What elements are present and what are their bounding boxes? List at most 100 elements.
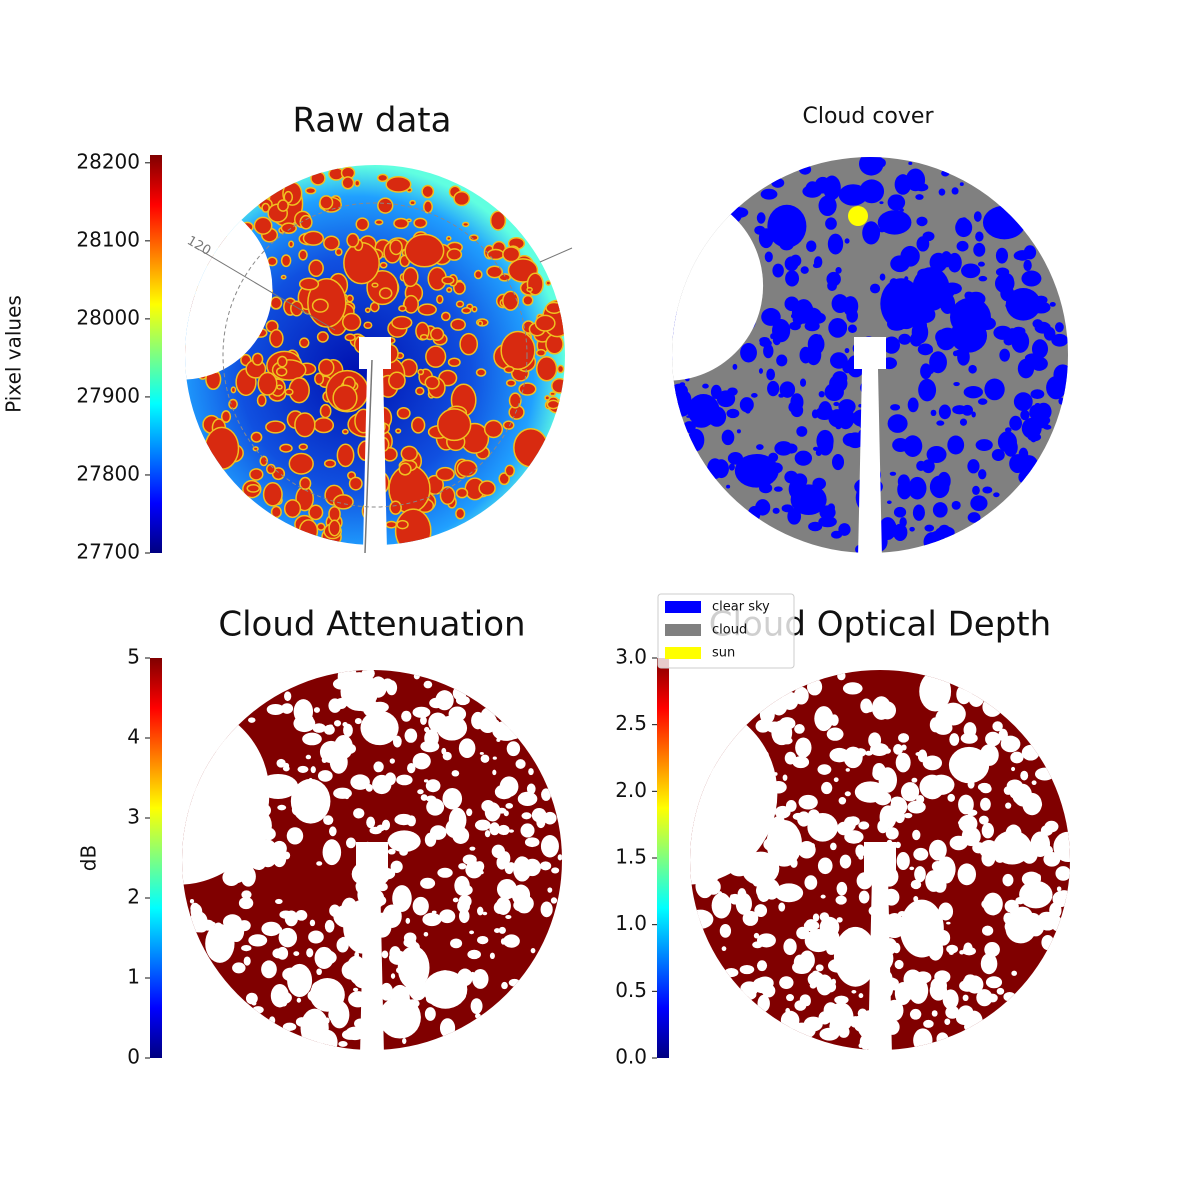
cloud-patch	[817, 434, 834, 456]
cloud-patch	[770, 333, 775, 340]
cloud-patch	[835, 266, 842, 274]
cloud-patch	[798, 794, 818, 810]
cloud-patch	[1025, 465, 1033, 473]
cloud-patch	[1022, 792, 1042, 816]
cloud-patch	[967, 459, 980, 474]
cloud-patch	[957, 863, 977, 886]
cloud-patch	[952, 350, 959, 357]
cloud-patch	[396, 774, 413, 786]
cloud-patch	[766, 231, 772, 236]
cloud-patch	[899, 208, 904, 212]
cloud-patch	[450, 938, 463, 949]
cloud-patch	[753, 932, 760, 939]
cloud-patch	[478, 480, 496, 497]
cloud-patch	[783, 938, 797, 956]
cloud-patch	[976, 989, 993, 1007]
cloud-patch	[288, 240, 295, 248]
cloud-patch	[251, 352, 264, 366]
cloud-patch	[916, 236, 930, 252]
cloud-patch	[929, 351, 947, 374]
cloud-patch	[892, 438, 909, 453]
horizon-mask	[185, 197, 273, 380]
cloud-patch	[446, 286, 453, 293]
cloud-patch	[298, 277, 320, 291]
cloud-patch	[415, 386, 425, 396]
cloud-patch	[707, 406, 727, 427]
cloud-patch	[377, 197, 394, 214]
cloud-patch	[505, 379, 517, 387]
cloud-patch	[995, 214, 1007, 226]
cloud-patch	[319, 403, 332, 419]
cloud-patch	[1011, 970, 1018, 976]
cloud-patch	[721, 429, 735, 446]
cloud-patch	[545, 301, 563, 314]
cloud-patch	[889, 278, 898, 287]
cloud-patch	[535, 355, 558, 382]
cloud-patch	[963, 942, 973, 955]
cloud-patch	[1037, 899, 1043, 905]
cloud-patch	[486, 265, 503, 279]
cloud-patch	[1017, 358, 1035, 379]
cloud-patch	[505, 914, 512, 919]
cloud-patch	[1031, 780, 1037, 786]
cloud-patch	[1038, 914, 1057, 931]
cloud-patch	[1025, 354, 1034, 362]
cloud-patch	[918, 378, 937, 402]
cloud-patch	[929, 475, 950, 499]
cloud-patch	[894, 810, 905, 824]
cloud-patch	[333, 720, 342, 727]
legend-label: clear sky	[712, 600, 770, 615]
cloud-patch	[379, 261, 388, 269]
cloud-patch	[772, 507, 780, 514]
cloud-patch	[790, 254, 802, 267]
cloud-patch	[919, 671, 952, 712]
cloud-patch	[279, 1000, 288, 1007]
cloud-patch	[800, 266, 809, 274]
cloud-patch	[452, 897, 459, 903]
cloud-patch	[248, 717, 256, 723]
cloud-patch	[941, 169, 950, 177]
cloud-patch	[929, 980, 948, 1001]
cloud-patch	[298, 337, 310, 349]
cloud-patch	[806, 678, 823, 696]
cloud-patch	[1035, 874, 1041, 881]
cloud-patch	[768, 452, 779, 463]
center-mask	[356, 842, 388, 874]
cloud-patch	[942, 282, 962, 295]
cloud-patch	[779, 976, 794, 989]
cloud-patch	[728, 463, 735, 471]
cloud-patch	[456, 828, 467, 839]
cloud-patch	[767, 380, 780, 397]
cloud-patch	[924, 300, 934, 312]
cloud-patch	[951, 500, 961, 510]
cloud-patch	[978, 275, 988, 282]
cloud-patch	[306, 806, 316, 819]
cloud-patch	[189, 911, 208, 933]
cloud-patch	[877, 819, 889, 834]
cloud-patch	[375, 733, 381, 737]
cloud-patch	[977, 398, 988, 405]
cloud-patch	[774, 805, 791, 819]
cloud-patch	[303, 1015, 313, 1026]
center-mask	[854, 337, 886, 369]
cloud-patch	[973, 211, 982, 222]
cloud-patch	[807, 812, 838, 842]
cloud-patch	[790, 484, 827, 515]
cloud-patch	[938, 404, 951, 420]
cloud-patch	[899, 899, 944, 958]
cloud-patch	[948, 746, 990, 784]
horizon-mask	[690, 702, 778, 885]
cloud-patch	[977, 261, 985, 267]
cloud-patch	[797, 811, 811, 827]
cloud-patch	[439, 486, 456, 505]
cloud-patch	[790, 313, 796, 319]
cloud-patch	[844, 238, 850, 244]
cloud-patch	[502, 830, 509, 835]
cloud-patch	[795, 235, 801, 242]
colorbar-tick-label: 27900	[76, 383, 140, 407]
cloud-patch	[757, 866, 764, 872]
cloud-patch	[336, 937, 349, 953]
cloud-patch	[280, 254, 292, 268]
cloud-patch	[820, 894, 826, 899]
cloud-patch	[726, 408, 740, 419]
